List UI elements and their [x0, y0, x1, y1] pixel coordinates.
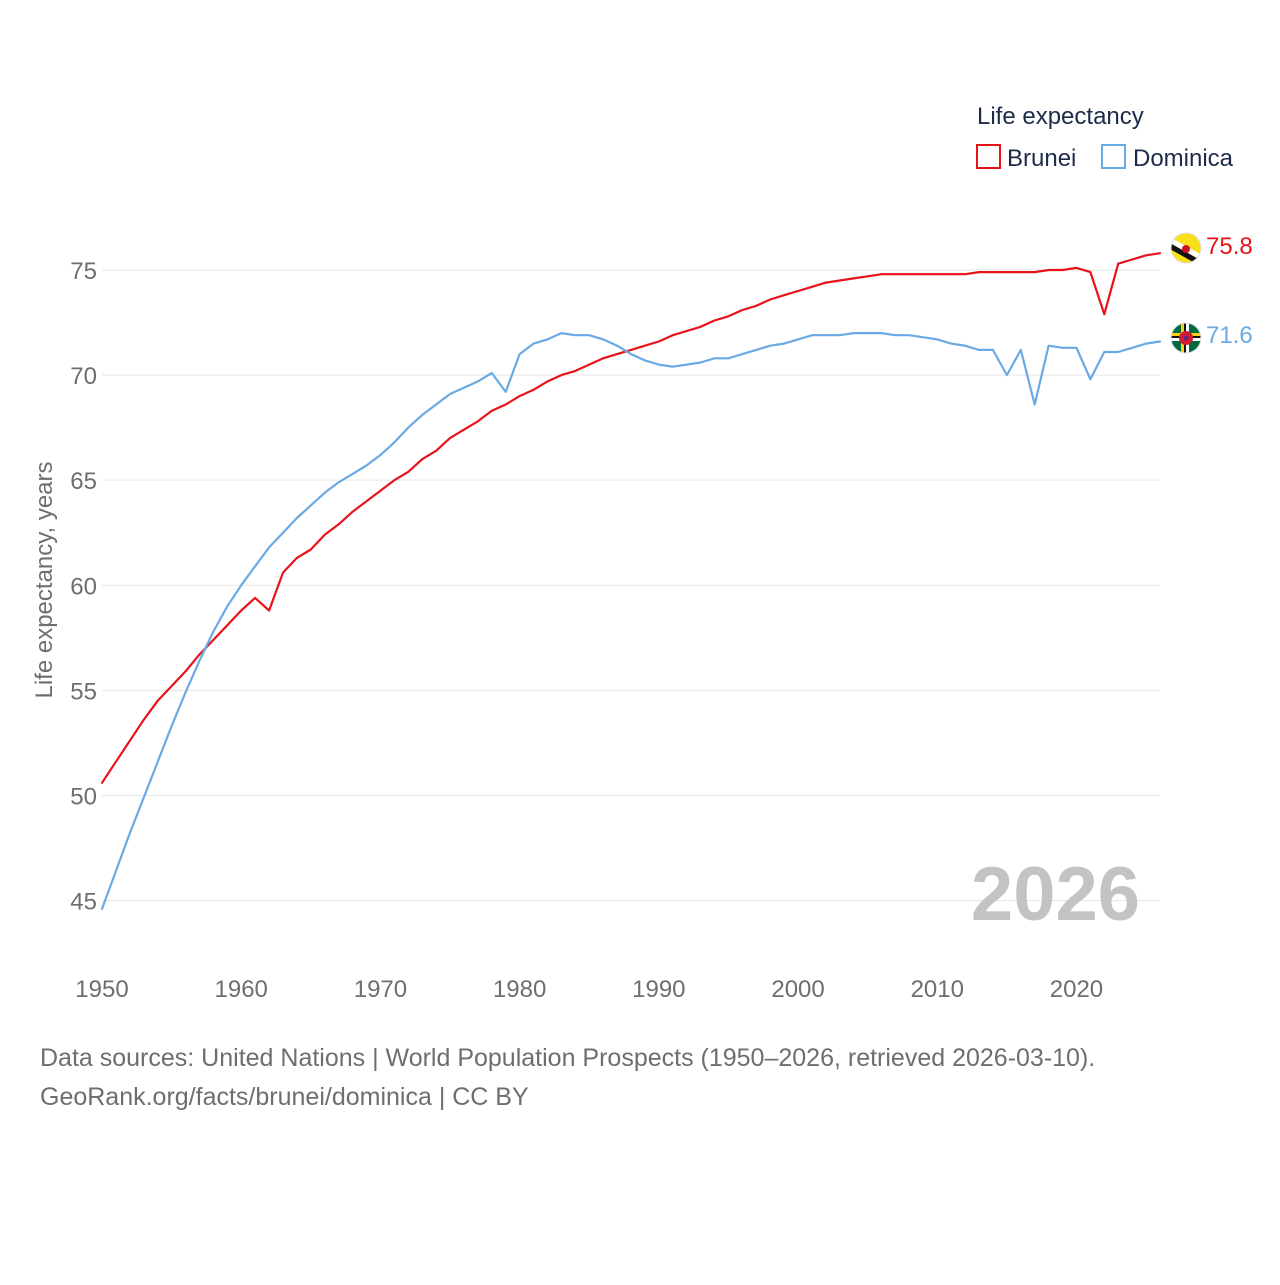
legend-swatch-dominica — [1101, 144, 1126, 169]
y-tick-label: 60 — [70, 573, 97, 600]
y-tick-label: 50 — [70, 783, 97, 810]
x-axis-ticks: 1950 1960 1970 1980 1990 2000 2010 2020 — [75, 976, 1103, 1003]
x-tick-label: 1990 — [632, 976, 685, 1003]
x-tick-label: 2000 — [771, 976, 824, 1003]
x-tick-label: 1980 — [493, 976, 546, 1003]
series-line-dominica[interactable] — [100, 332, 1162, 911]
series-line-brunei[interactable] — [100, 252, 1162, 784]
series-lines — [100, 252, 1162, 911]
legend-title: Life expectancy — [977, 103, 1144, 130]
legend-label-dominica: Dominica — [1133, 145, 1234, 172]
x-tick-label: 2020 — [1050, 976, 1103, 1003]
x-tick-label: 1970 — [354, 976, 407, 1003]
source-line-1: Data sources: United Nations | World Pop… — [40, 1044, 1096, 1072]
legend-swatch-brunei — [976, 144, 1001, 169]
brunei-end-value: 75.8 — [1206, 233, 1253, 260]
x-tick-label: 2010 — [911, 976, 964, 1003]
y-tick-label: 65 — [70, 468, 97, 495]
brunei-flag-icon — [1170, 232, 1202, 264]
legend-item-dominica[interactable]: Dominica — [1101, 144, 1234, 172]
dominica-flag-icon — [1170, 322, 1202, 354]
y-tick-label: 75 — [70, 258, 97, 285]
legend-item-brunei[interactable]: Brunei — [976, 144, 1076, 172]
y-axis-label: Life expectancy, years — [31, 461, 58, 698]
source-line-2[interactable]: GeoRank.org/facts/brunei/dominica | CC B… — [40, 1083, 529, 1111]
year-watermark: 2026 — [971, 852, 1140, 937]
x-tick-label: 1950 — [75, 976, 128, 1003]
x-tick-label: 1960 — [215, 976, 268, 1003]
dominica-end-value: 71.6 — [1206, 322, 1253, 349]
y-tick-label: 55 — [70, 678, 97, 705]
y-tick-label: 45 — [70, 888, 97, 915]
legend: Life expectancy Brunei Dominica — [976, 103, 1234, 172]
y-tick-label: 70 — [70, 363, 97, 390]
y-axis-ticks: 45 50 55 60 65 70 75 — [70, 258, 97, 915]
legend-label-brunei: Brunei — [1007, 145, 1076, 172]
